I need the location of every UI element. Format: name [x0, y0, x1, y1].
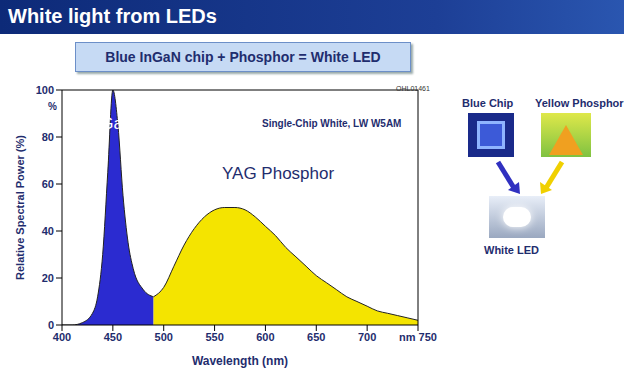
svg-text:80: 80: [42, 131, 54, 143]
html-text:Single-Chip White, LW W5AM: Single-Chip White, LW W5AM: [262, 118, 402, 129]
svg-text:Wavelength (nm): Wavelength (nm): [192, 354, 288, 368]
html-text:YAG Phosphor: YAG Phosphor: [222, 164, 335, 183]
html-text:InGaN LED: InGaN LED: [86, 114, 173, 133]
svg-text:500: 500: [155, 331, 173, 343]
svg-text:100: 100: [36, 84, 54, 96]
svg-text:700: 700: [358, 331, 376, 343]
svg-text:40: 40: [42, 225, 54, 237]
svg-text:nm 750: nm 750: [399, 331, 437, 343]
html-text:OHL01461: OHL01461: [396, 85, 430, 92]
svg-text:20: 20: [42, 272, 54, 284]
svg-text:550: 550: [205, 331, 223, 343]
svg-text:450: 450: [104, 331, 122, 343]
html-text:White LED: White LED: [484, 244, 539, 256]
html-text:Yellow Phosphor: Yellow Phosphor: [535, 97, 624, 109]
html-text:Blue Chip: Blue Chip: [462, 97, 514, 109]
html-text:White light from LEDs: White light from LEDs: [8, 5, 217, 27]
html-text:Blue InGaN chip + Phosphor = W: Blue InGaN chip + Phosphor = White LED: [105, 49, 381, 65]
svg-text:650: 650: [307, 331, 325, 343]
svg-text:Relative Spectral Power (%): Relative Spectral Power (%): [14, 135, 26, 280]
svg-text:0: 0: [48, 319, 54, 331]
svg-text:400: 400: [53, 331, 71, 343]
svg-text:600: 600: [256, 331, 274, 343]
svg-text:60: 60: [42, 178, 54, 190]
